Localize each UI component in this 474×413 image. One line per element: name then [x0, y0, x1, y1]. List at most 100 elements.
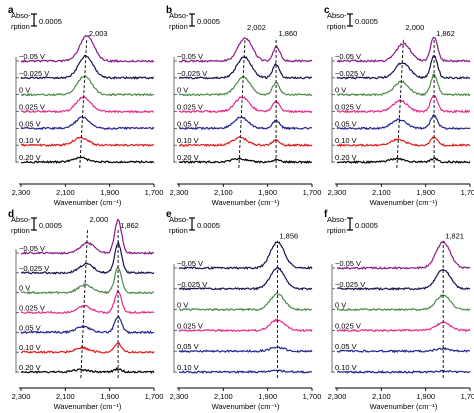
scale-label-line2: rption [327, 22, 346, 31]
trace-0.05V-line [178, 115, 313, 131]
trace-label: 0.10 V [19, 136, 41, 145]
x-tick-label: 1,900 [416, 392, 435, 401]
x-axis-label: Wavenumber (cm⁻¹) [54, 402, 122, 411]
trace-0.05V-line [178, 241, 313, 270]
trace-label: 0.025 V [335, 103, 361, 112]
peak-label: 2,003 [89, 29, 108, 38]
peak-label: 2,002 [247, 23, 266, 32]
scale-value: 0.0005 [355, 221, 378, 230]
trace-label: 0.05 V [335, 119, 357, 128]
trace-0.20V-line [178, 157, 313, 164]
trace-0V-line [336, 293, 471, 312]
trace-0.20V-line [20, 366, 155, 374]
x-tick-label: 1,900 [258, 188, 277, 197]
peak-label: 1,821 [445, 232, 464, 241]
trace-0.025V-line [178, 318, 313, 333]
trace-0.025V-line [20, 95, 154, 114]
trace-0.025V-line [178, 266, 313, 291]
scale-label-line2: rption [11, 226, 30, 235]
trace-label: 0.05 V [19, 323, 41, 332]
x-tick-label: 2,300 [12, 188, 31, 197]
trace-label: −0.025 V [335, 280, 365, 289]
trace-0.025V-line [178, 55, 313, 80]
trace-label: 0 V [335, 301, 346, 310]
trace-0V-line [20, 75, 155, 97]
trace-0.05V-line [336, 346, 471, 354]
x-tick-label: 2,300 [328, 392, 347, 401]
trace-0.05V-line [20, 315, 155, 335]
trace-label: 0.025 V [19, 304, 45, 313]
trace-0.025V-line [20, 289, 155, 315]
trace-label: −0.025 V [19, 264, 49, 273]
trace-label: 0.10 V [177, 136, 199, 145]
x-tick-label: 2,100 [214, 188, 233, 197]
trace-0.05V-line [337, 241, 471, 270]
x-tick-label: 2,100 [56, 188, 75, 197]
trace-label: −0.025 V [19, 69, 49, 78]
trace-0.10V-line [178, 369, 313, 374]
scale-label-line1: Abso- [327, 11, 347, 20]
trace-label: 0 V [19, 284, 30, 293]
trace-label: 0.025 V [335, 321, 361, 330]
trace-0.025V-line [336, 55, 470, 80]
x-tick-label: 1,700 [303, 188, 322, 197]
x-tick-label: 2,100 [214, 392, 233, 401]
trace-0.10V-line [20, 136, 155, 148]
trace-label: 0.025 V [177, 321, 203, 330]
scale-label-line2: rption [327, 226, 346, 235]
x-axis-label: Wavenumber (cm⁻¹) [212, 198, 280, 207]
trace-0.025V-line [336, 268, 471, 291]
trace-0.05V-line [20, 34, 155, 63]
trace-0.025V-line [20, 241, 155, 275]
trace-0.10V-line [20, 342, 155, 354]
trace-0V-line [178, 75, 313, 97]
trace-label: 0.20 V [177, 153, 199, 162]
scale-label-line1: Abso- [327, 215, 347, 224]
x-axis-label: Wavenumber (cm⁻¹) [212, 402, 280, 411]
scale-label-line1: Abso- [11, 215, 31, 224]
trace-0.025V-line [178, 96, 313, 114]
x-tick-label: 1,900 [416, 188, 435, 197]
trace-label: −0.025 V [177, 280, 207, 289]
trace-0V-line [336, 73, 471, 97]
trace-label: 0 V [177, 301, 188, 310]
peak-label: 1,862 [436, 29, 455, 38]
trace-label: −0.05 V [19, 52, 45, 61]
x-tick-label: 2,300 [12, 392, 31, 401]
trace-label: 0.10 V [335, 136, 357, 145]
peak-label: 2,000 [90, 215, 109, 224]
x-tick-label: 2,300 [328, 188, 347, 197]
trace-label: 0 V [19, 86, 30, 95]
trace-0.05V-line [336, 113, 471, 131]
scale-label-line1: Abso- [11, 11, 31, 20]
trace-label: −0.025 V [177, 69, 207, 78]
trace-0.05V-line [20, 115, 155, 131]
x-axis-label: Wavenumber (cm⁻¹) [54, 198, 122, 207]
peak-dashed-line [396, 37, 404, 169]
x-tick-label: 1,700 [461, 188, 474, 197]
peak-dashed-line [80, 229, 88, 379]
panel-letter: f [324, 209, 328, 220]
scale-label-line1: Abso- [169, 215, 189, 224]
trace-0.20V-line [20, 156, 155, 164]
x-tick-label: 1,900 [258, 392, 277, 401]
x-tick-label: 1,900 [100, 392, 119, 401]
trace-label: 0.025 V [177, 103, 203, 112]
trace-label: −0.05 V [177, 259, 203, 268]
trace-0.05V-line [20, 218, 155, 255]
trace-0.05V-line [178, 37, 313, 64]
trace-label: 0.05 V [177, 119, 199, 128]
trace-label: 0.025 V [19, 103, 45, 112]
trace-0.025V-line [20, 54, 155, 80]
panel-letter: d [8, 209, 14, 220]
trace-0.10V-line [336, 369, 471, 374]
scale-value: 0.0005 [197, 221, 220, 230]
peak-label: 1,856 [279, 232, 298, 241]
x-tick-label: 1,900 [100, 188, 119, 197]
x-tick-label: 1,700 [461, 392, 474, 401]
x-tick-label: 1,700 [145, 392, 164, 401]
x-tick-label: 2,300 [170, 392, 189, 401]
x-tick-label: 1,700 [303, 392, 322, 401]
panel-letter: e [166, 209, 172, 220]
